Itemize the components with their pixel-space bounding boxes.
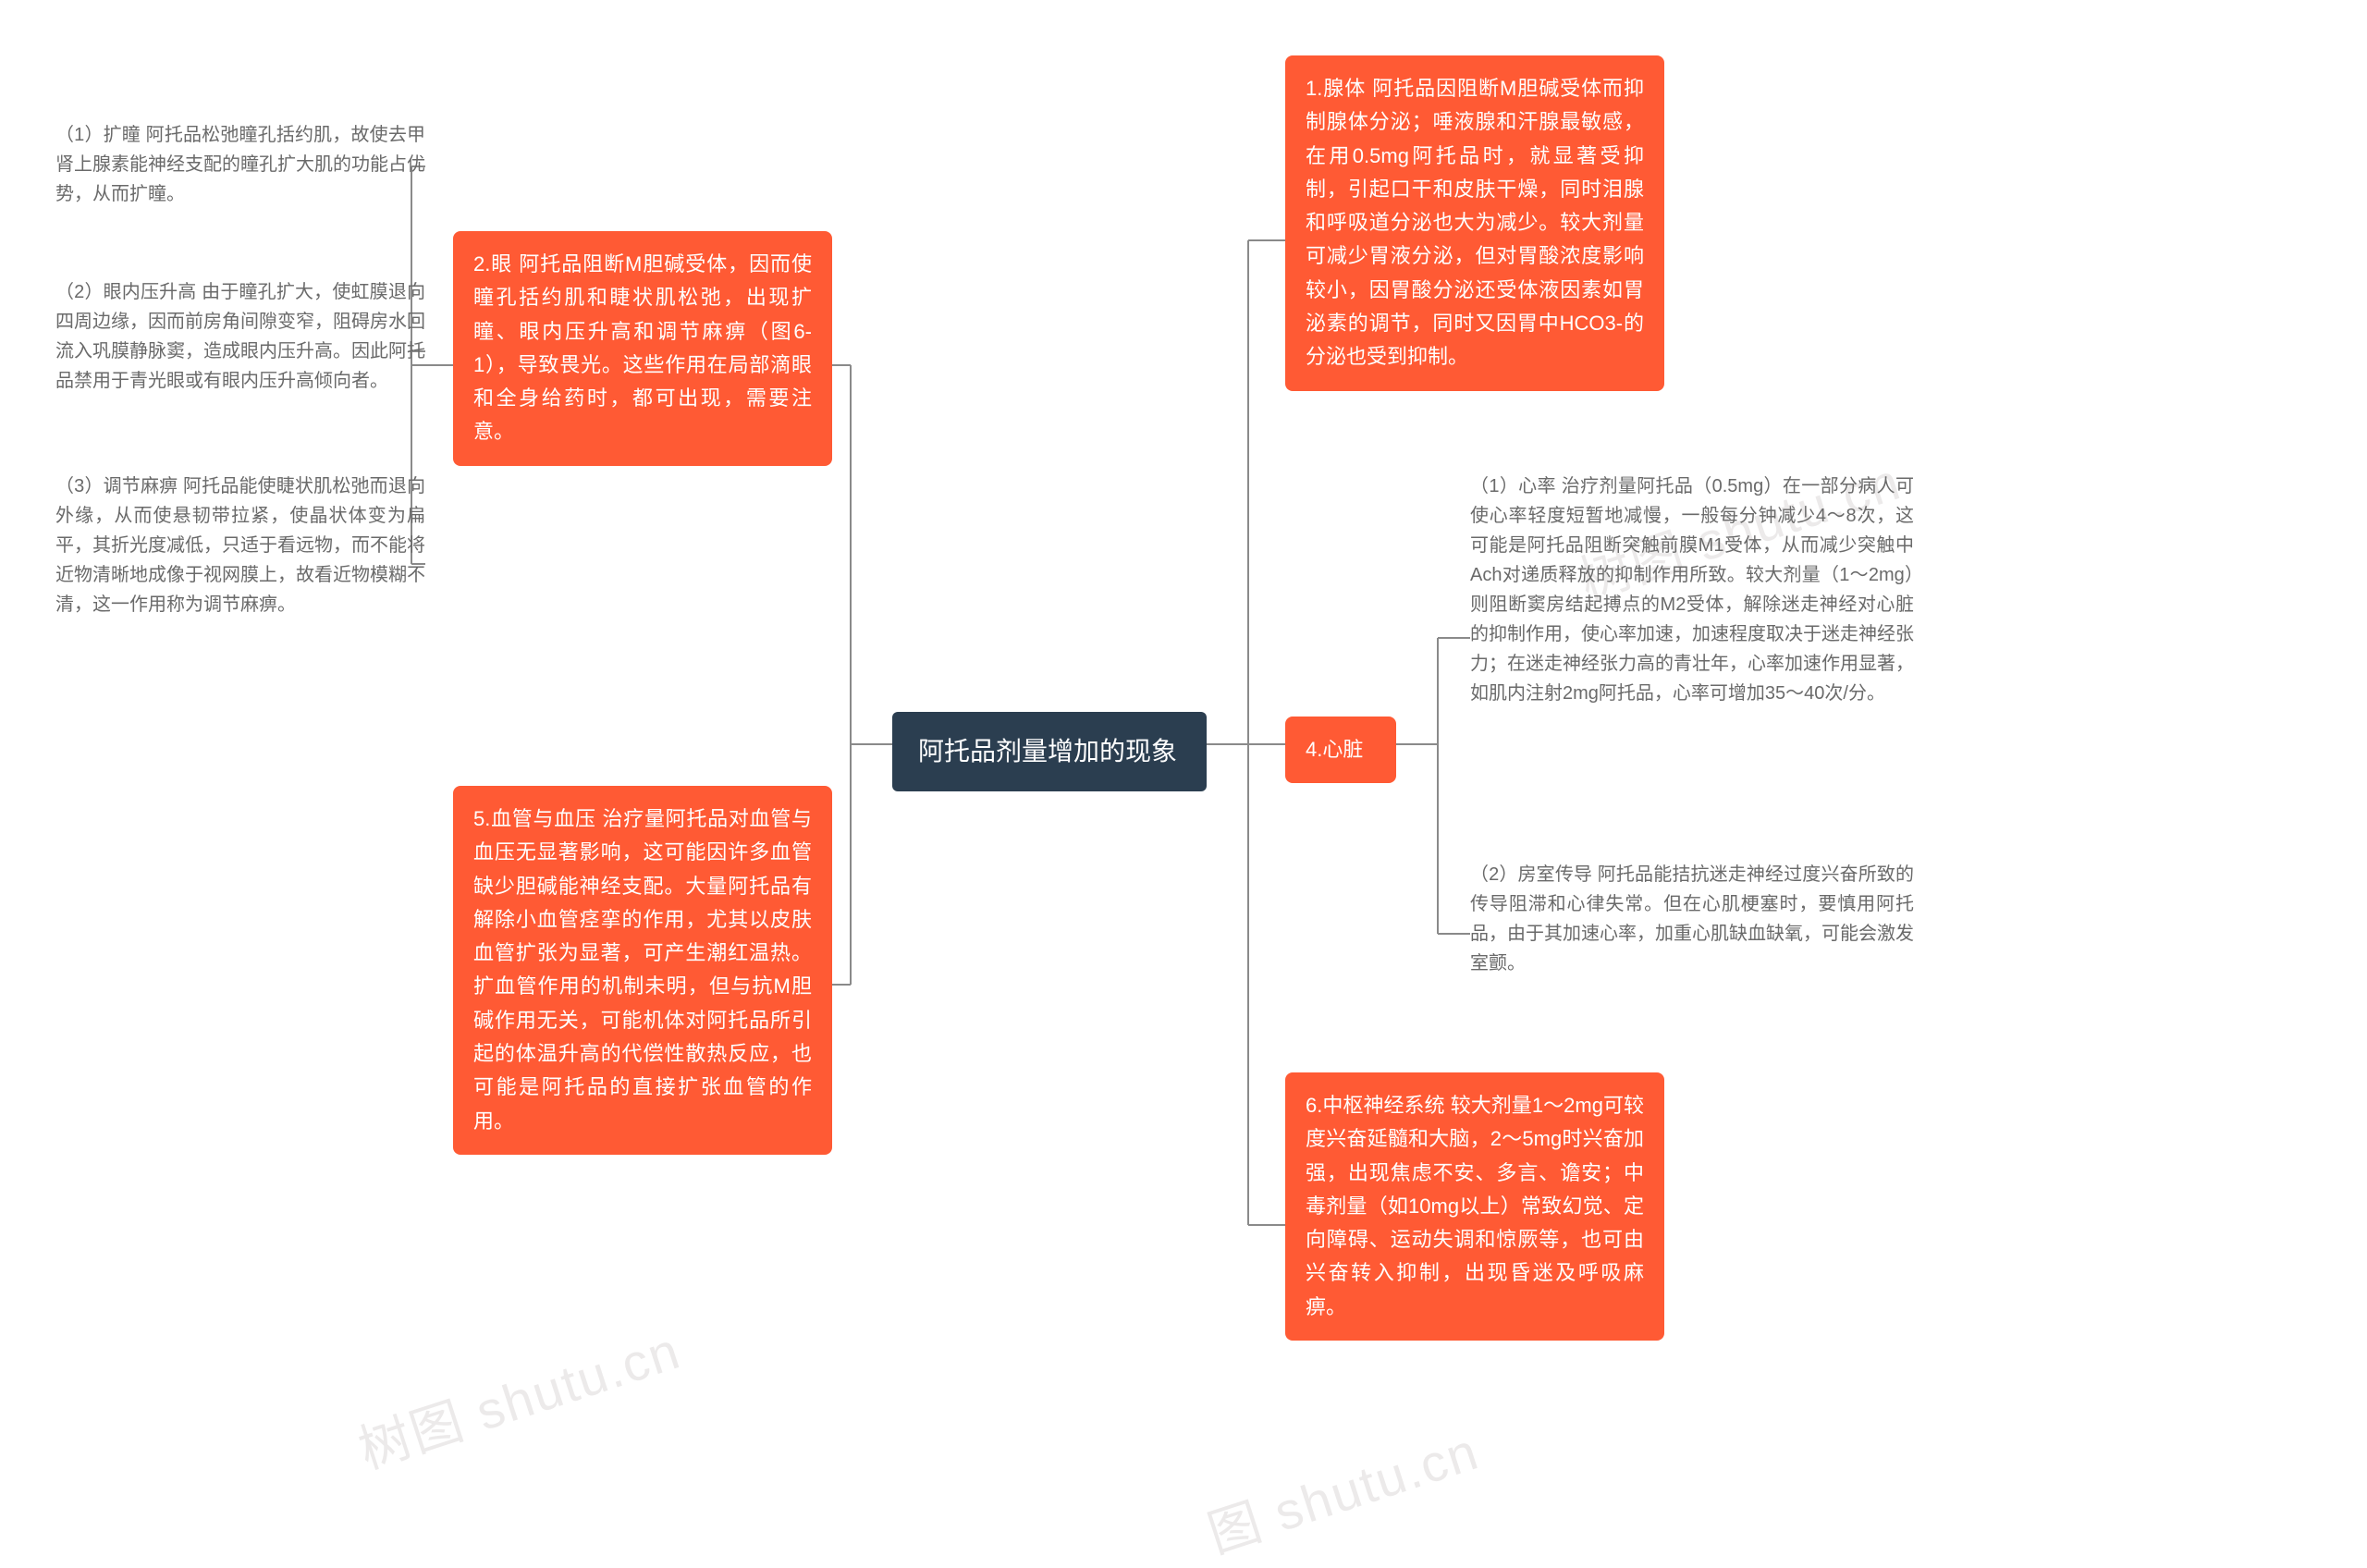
branch-gland: 1.腺体 阿托品因阻断M胆碱受体而抑制腺体分泌；唾液腺和汗腺最敏感，在用0.5m…	[1285, 55, 1664, 391]
leaf-heart-2: （2）房室传导 阿托品能拮抗迷走神经过度兴奋所致的传导阻滞和心律失常。但在心肌梗…	[1470, 860, 1914, 978]
watermark-3: 图 shutu.cn	[1197, 1410, 1487, 1568]
branch-vessel: 5.血管与血压 治疗量阿托品对血管与血压无显著影响，这可能因许多血管缺少胆碱能神…	[453, 786, 832, 1155]
leaf-eye-3: （3）调节麻痹 阿托品能使睫状肌松弛而退向外缘，从而使悬韧带拉紧，使晶状体变为扁…	[55, 472, 425, 619]
leaf-eye-2: （2）眼内压升高 由于瞳孔扩大，使虹膜退向四周边缘，因而前房角间隙变窄，阻碍房水…	[55, 277, 425, 396]
root-node: 阿托品剂量增加的现象	[892, 712, 1207, 791]
leaf-heart-1: （1）心率 治疗剂量阿托品（0.5mg）在一部分病人可使心率轻度短暂地减慢，一般…	[1470, 472, 1914, 708]
branch-cns: 6.中枢神经系统 较大剂量1～2mg可较度兴奋延髓和大脑，2～5mg时兴奋加强，…	[1285, 1072, 1664, 1341]
leaf-eye-1: （1）扩瞳 阿托品松弛瞳孔括约肌，故使去甲肾上腺素能神经支配的瞳孔扩大肌的功能占…	[55, 120, 425, 209]
watermark-2: 树图 shutu.cn	[348, 1309, 689, 1484]
branch-eye: 2.眼 阿托品阻断M胆碱受体，因而使瞳孔括约肌和睫状肌松弛，出现扩瞳、眼内压升高…	[453, 231, 832, 466]
branch-heart: 4.心脏	[1285, 717, 1396, 783]
